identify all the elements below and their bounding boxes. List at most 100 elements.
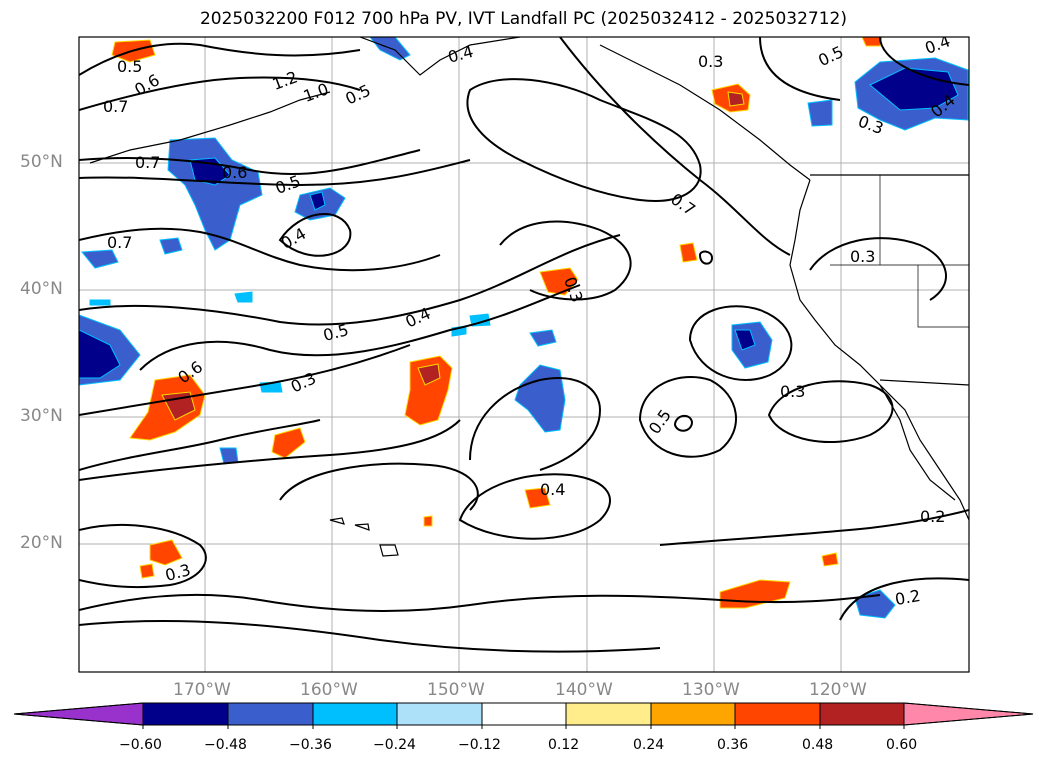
cb-seg-9 (819, 702, 905, 726)
darkred-blob-mid (417, 363, 441, 386)
pv-positive-shading (111, 37, 883, 609)
red-blob-4 (679, 242, 698, 263)
cb-tick-label-4: −0.12 (458, 737, 501, 753)
contour-22 (79, 593, 881, 613)
map-border (78, 36, 970, 673)
cb-tick-label-3: −0.24 (373, 737, 416, 753)
lon-label-150w: 150°W (427, 680, 485, 700)
contour-17 (638, 375, 737, 458)
cb-seg-5 (481, 702, 567, 726)
lon-label-160w: 160°W (300, 680, 358, 700)
colorbar (13, 702, 1034, 729)
cb-seg-2 (227, 702, 314, 726)
clab-23: 0.3 (780, 382, 805, 401)
lon-label-120w: 120°W (809, 680, 867, 700)
cb-tick-label-1: −0.48 (204, 737, 247, 753)
coastlines (89, 37, 969, 557)
red-blob-5 (139, 563, 155, 579)
navy-blob-east (734, 329, 756, 351)
clab-3: 0.7 (135, 153, 160, 172)
cb-tick-label-9: 0.60 (886, 737, 918, 753)
clab-2: 0.7 (103, 97, 128, 116)
contour-24 (659, 509, 969, 546)
darkred-blob-ne (727, 91, 745, 107)
contour-29 (279, 462, 479, 511)
clab-14: 0.7 (107, 233, 132, 252)
state-lines (830, 175, 969, 328)
map-title: 2025032200 F012 700 hPa PV, IVT Landfall… (199, 9, 847, 29)
contour-10 (79, 419, 321, 471)
red-blob-2 (149, 539, 183, 566)
pv-shading (79, 37, 969, 619)
cb-seg-6 (565, 702, 652, 726)
clab-16: 0.3 (850, 247, 875, 266)
red-blob-1 (271, 427, 306, 459)
navy-blob-nc (309, 191, 326, 211)
bc-coast (599, 44, 811, 181)
red-blob-8 (423, 515, 433, 527)
contour-20 (767, 380, 894, 444)
cb-tick-label-8: 0.48 (802, 737, 834, 753)
lat-label-50n: 50°N (20, 152, 63, 172)
contour-14 (499, 220, 632, 301)
contour-30 (79, 524, 207, 589)
contour-26 (698, 250, 714, 265)
clab-25: 0.2 (920, 507, 945, 526)
contour-18 (673, 414, 694, 432)
clab-24: 0.4 (540, 480, 565, 499)
contour-8 (139, 284, 581, 371)
cb-tick-label-5: 0.12 (548, 737, 580, 753)
us-west-coast (789, 179, 969, 521)
aleutians (89, 91, 331, 164)
clab-27: 0.2 (893, 586, 921, 609)
contour-12 (466, 78, 702, 202)
contour-7 (79, 234, 621, 326)
cyan-blob-3 (89, 299, 111, 306)
navy-blob-w (79, 329, 121, 379)
contour-9 (79, 344, 411, 416)
contour-2 (79, 76, 361, 111)
contour-4 (79, 159, 471, 187)
colorbar-extend-left (13, 702, 144, 726)
contour-25 (839, 577, 969, 621)
contour-5 (79, 227, 441, 272)
cb-seg-3 (312, 702, 398, 726)
cb-seg-1 (142, 702, 229, 726)
lat-label-20n: 20°N (20, 533, 63, 553)
pv-contours (79, 37, 969, 653)
clab-8: 0.3 (698, 52, 723, 71)
hawaii (329, 517, 399, 557)
alaska-coast (359, 37, 521, 76)
contour-28 (879, 37, 969, 86)
map-background (79, 37, 969, 672)
colorbar-extend-right (903, 702, 1034, 726)
lon-label-140w: 140°W (555, 680, 613, 700)
lon-label-130w: 130°W (682, 680, 740, 700)
contour-13 (559, 37, 791, 256)
contour-19 (688, 305, 793, 381)
blue-blob-small1 (81, 249, 119, 269)
cb-seg-7 (650, 702, 736, 726)
contour-27 (759, 37, 841, 101)
clab-0: 0.5 (117, 57, 142, 76)
red-blob-6 (861, 37, 883, 47)
cb-tick-label-6: 0.24 (633, 737, 665, 753)
contour-21 (809, 237, 947, 301)
contour-6 (278, 213, 352, 257)
cb-tick-label-0: −0.60 (119, 737, 162, 753)
cb-seg-4 (396, 702, 483, 726)
lat-label-30n: 30°N (20, 406, 63, 426)
blue-blob-small2 (807, 99, 833, 127)
blue-blob-mid (514, 364, 566, 433)
cb-seg-8 (734, 702, 821, 726)
cb-tick-label-2: −0.36 (289, 737, 332, 753)
clab-11: 0.6 (222, 163, 247, 182)
contour-1 (79, 42, 361, 76)
us-mexico-border (879, 379, 969, 386)
contour-16 (458, 473, 611, 540)
blue-blob-small6 (159, 237, 183, 255)
red-blob-3 (524, 487, 551, 509)
lat-label-40n: 40°N (20, 279, 63, 299)
contour-23 (79, 619, 661, 653)
